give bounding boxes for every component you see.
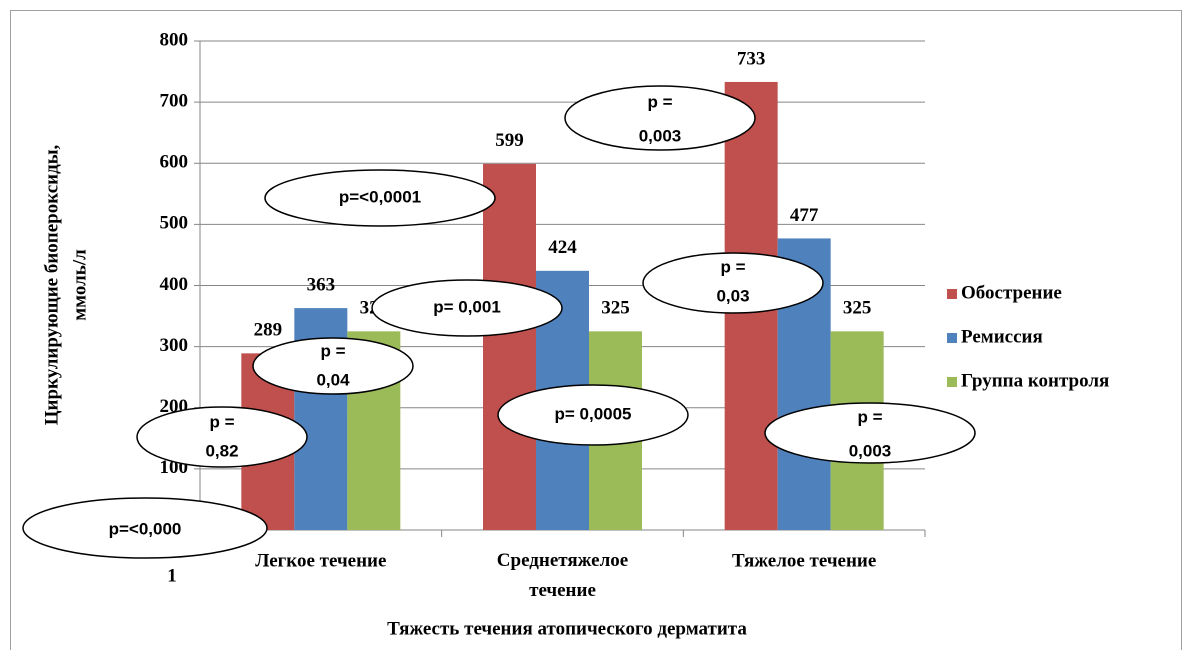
y-tick-label: 400 <box>160 274 189 295</box>
annotation-ellipse <box>136 406 308 468</box>
legend-swatch <box>947 333 957 343</box>
bar <box>483 163 536 530</box>
annotation-ellipse <box>252 337 414 395</box>
annotation-ellipse <box>264 169 496 227</box>
annotation-ellipse <box>22 497 268 559</box>
annotation-text: p = <box>209 412 234 431</box>
y-tick-label: 600 <box>160 152 189 173</box>
legend-swatch <box>947 377 957 387</box>
annotation-ellipse <box>564 85 756 151</box>
x-tick-label: Легкое течение <box>255 550 386 571</box>
legend-label: Ремиссия <box>961 326 1043 347</box>
annotation-text: 1 <box>167 565 177 586</box>
annotation-text: p = <box>320 341 345 360</box>
y-tick-label: 500 <box>160 213 189 234</box>
annotation-text: p = <box>647 92 672 111</box>
data-label: 477 <box>790 205 819 226</box>
data-label: 289 <box>254 320 283 341</box>
annotation-text: p=<0,0001 <box>339 187 421 206</box>
data-label: 363 <box>307 274 336 295</box>
legend-label: Обострение <box>961 282 1062 303</box>
annotation-text: p=<0,000 <box>109 519 182 538</box>
annotation-text: p = <box>857 407 882 426</box>
x-tick-label: Среднетяжелое течение <box>497 550 628 601</box>
annotation-text: p = <box>720 257 745 276</box>
data-label: 325 <box>601 298 630 319</box>
annotation-ellipse <box>497 384 689 446</box>
data-label: 599 <box>495 130 524 151</box>
y-tick-label: 300 <box>160 335 189 356</box>
annotation-ellipse <box>642 252 824 314</box>
data-label: 733 <box>737 48 766 69</box>
data-label: 325 <box>843 298 872 319</box>
annotation-text: 0,003 <box>849 441 892 460</box>
legend-label: Группа контроля <box>961 370 1109 391</box>
y-axis-title: Циркулирующие биопероксиды, <box>41 144 62 425</box>
annotation-text: 0,82 <box>205 441 238 460</box>
y-tick-label: 700 <box>160 90 189 111</box>
annotation-text: p= 0,0005 <box>554 404 631 423</box>
annotation-text: 0,04 <box>316 370 350 389</box>
annotation-ellipse <box>764 402 976 464</box>
data-label: 424 <box>548 237 577 258</box>
y-tick-label: 800 <box>160 29 189 50</box>
x-tick-label: Тяжелое течение <box>732 550 876 571</box>
annotation-text: 0,03 <box>716 286 749 305</box>
annotation-ellipse <box>371 279 563 337</box>
annotation-text: 0,003 <box>639 126 682 145</box>
legend-swatch <box>947 289 957 299</box>
y-axis-title: ммоль/л <box>69 249 90 321</box>
annotation-text: p= 0,001 <box>433 297 501 316</box>
x-axis-title: Тяжесть течения атопического дерматита <box>387 618 747 639</box>
